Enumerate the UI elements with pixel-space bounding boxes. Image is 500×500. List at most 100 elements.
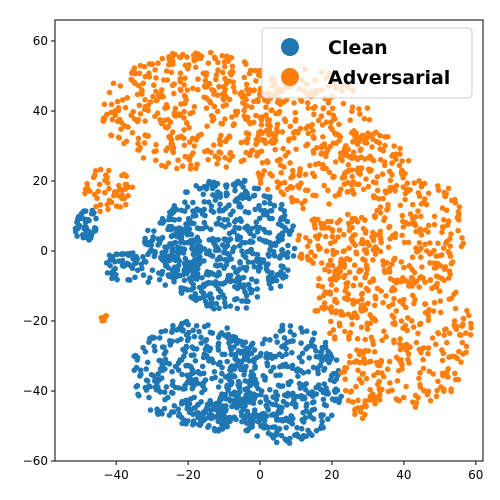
point-clean [217,280,223,287]
point-adversarial [417,370,423,376]
point-adversarial [420,356,426,363]
point-adversarial [387,184,394,191]
point-clean [263,229,269,235]
point-adversarial [458,332,464,339]
point-clean [166,214,173,220]
point-adversarial [312,253,318,259]
point-adversarial [158,87,165,93]
point-clean [282,224,288,231]
point-clean [206,199,212,205]
point-adversarial [123,173,130,179]
point-adversarial [406,283,412,289]
point-adversarial [416,240,423,246]
point-adversarial [230,84,237,90]
point-clean [248,369,255,375]
point-clean [226,230,233,237]
point-adversarial [318,150,325,156]
point-clean [169,268,176,274]
point-clean [74,233,80,239]
point-clean [140,344,146,351]
point-adversarial [142,96,148,103]
point-adversarial [399,361,405,368]
point-clean [269,215,276,222]
point-clean [179,371,185,378]
point-clean [173,206,180,213]
point-clean [299,329,306,335]
point-clean [275,410,281,417]
x-tick-label: 60 [468,468,483,482]
point-adversarial [129,129,136,136]
point-adversarial [161,77,167,83]
point-clean [147,407,154,413]
point-adversarial [445,218,452,225]
point-clean [190,327,196,334]
point-adversarial [184,54,190,60]
point-adversarial [370,341,377,348]
point-clean [219,364,225,371]
point-adversarial [290,129,297,136]
point-adversarial [431,260,438,266]
point-clean [153,387,160,393]
point-adversarial [362,336,369,343]
point-adversarial [442,327,448,333]
point-clean [207,226,214,233]
point-adversarial [277,156,283,163]
point-adversarial [189,135,196,142]
point-clean [209,253,216,259]
point-clean [261,200,268,206]
point-adversarial [411,220,418,226]
series-adversarial [82,49,474,422]
point-clean [183,362,190,369]
point-adversarial [319,304,325,311]
point-adversarial [272,146,279,153]
point-adversarial [97,202,104,208]
point-clean [184,204,191,210]
point-adversarial [181,115,187,121]
point-adversarial [468,325,474,331]
point-adversarial [322,233,329,240]
point-adversarial [195,86,201,93]
point-clean [161,249,168,256]
point-adversarial [413,245,419,251]
point-adversarial [327,330,333,337]
point-adversarial [304,100,311,106]
point-clean [218,396,224,403]
point-adversarial [400,224,407,230]
point-adversarial [247,152,253,158]
point-adversarial [345,189,351,195]
point-clean [197,417,204,424]
point-clean [249,250,255,256]
point-adversarial [386,269,393,275]
point-adversarial [363,271,370,277]
point-clean [300,370,307,376]
point-adversarial [422,196,428,202]
point-adversarial [295,237,302,243]
point-adversarial [181,142,188,149]
point-clean [323,391,330,397]
point-clean [232,224,238,231]
point-clean [299,358,305,365]
point-adversarial [416,284,423,290]
point-adversarial [440,224,446,231]
point-clean [267,208,274,214]
point-adversarial [327,240,334,247]
point-adversarial [110,80,117,87]
point-adversarial [311,135,317,141]
point-adversarial [369,315,375,321]
point-adversarial [360,225,367,232]
point-clean [169,253,175,260]
point-clean [157,366,164,372]
point-adversarial [114,98,121,105]
point-adversarial [360,350,367,357]
point-adversarial [328,218,334,225]
point-adversarial [349,108,355,115]
point-clean [286,381,292,388]
point-adversarial [427,260,433,266]
point-adversarial [401,264,407,271]
point-adversarial [422,279,428,285]
point-adversarial [336,320,343,327]
point-adversarial [84,180,90,187]
point-clean [265,407,272,413]
point-clean [248,276,255,283]
legend-label-adversarial: Adversarial [328,67,450,89]
